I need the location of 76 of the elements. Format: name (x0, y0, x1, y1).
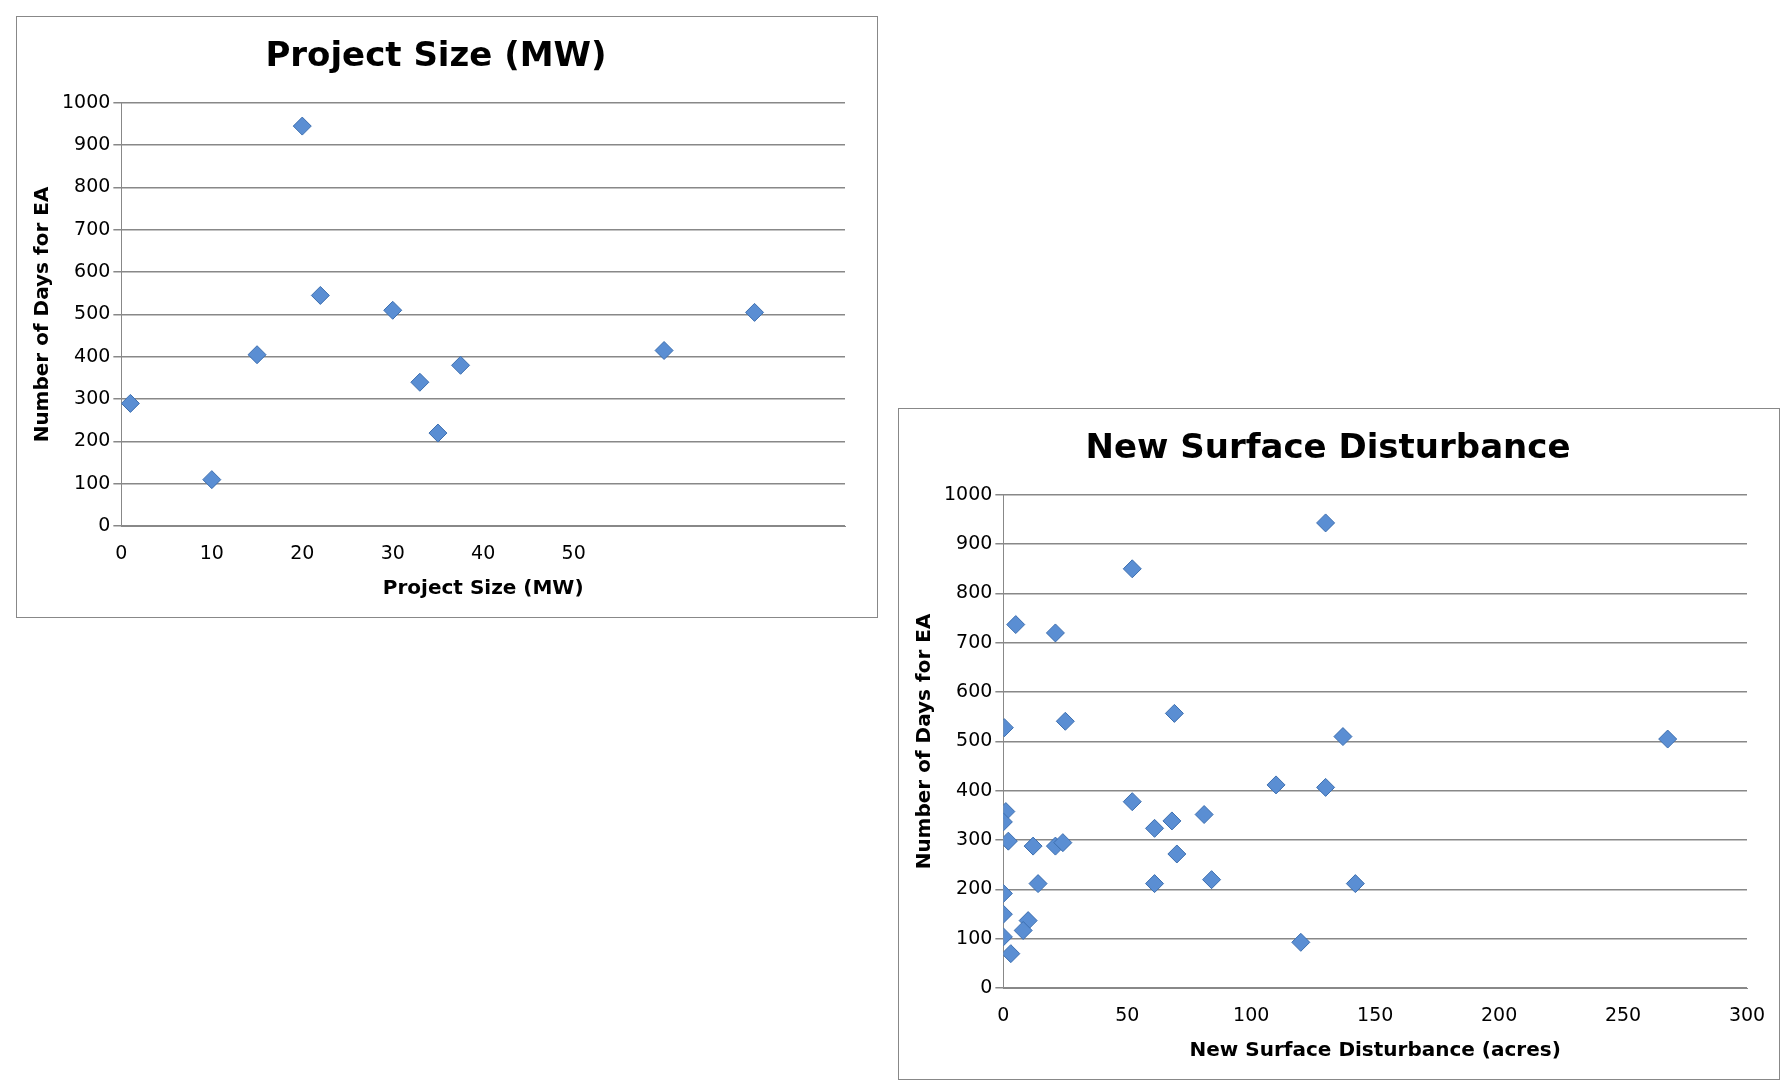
x-axis-title: New Surface Disturbance (acres) (1189, 1037, 1561, 1062)
y-axis-title: Number of Days for EA (911, 613, 936, 870)
chart-title: Project Size (MW) (265, 34, 607, 75)
x-tick-label: 0 (115, 540, 128, 563)
point (654, 340, 674, 360)
point (451, 355, 471, 375)
y-tick-label: 1000 (61, 89, 111, 112)
point (745, 302, 765, 322)
x-tick-label: 50 (561, 540, 586, 563)
y-tick-label: 400 (956, 777, 993, 800)
x-tick-label: 100 (1233, 1002, 1270, 1025)
y-tick-label: 900 (74, 132, 111, 155)
x-tick-label: 20 (290, 540, 315, 563)
point (1122, 559, 1142, 579)
y-tick-label: 0 (980, 975, 993, 998)
point (202, 470, 222, 490)
point (1291, 932, 1311, 952)
point (247, 345, 267, 365)
point (1055, 711, 1075, 731)
point (1316, 777, 1336, 797)
y-tick-label: 300 (956, 827, 993, 850)
x-tick-label: 200 (1480, 1002, 1518, 1025)
y-tick-label: 700 (956, 629, 993, 652)
point (1003, 944, 1021, 964)
y-tick-label: 100 (74, 470, 111, 493)
point (1162, 811, 1182, 831)
point (1122, 792, 1142, 812)
y-tick-label: 1000 (943, 481, 993, 504)
x-tick-label: 0 (997, 1002, 1010, 1025)
point (383, 300, 403, 320)
y-tick-label: 300 (74, 386, 111, 409)
x-tick-label: 150 (1357, 1002, 1394, 1025)
point (1658, 729, 1678, 749)
x-tick-label: 250 (1604, 1002, 1642, 1025)
x-tick-label: 300 (1728, 1002, 1766, 1025)
chart-title: New Surface Disturbance (1085, 426, 1571, 467)
y-tick-label: 0 (98, 513, 111, 536)
point (121, 393, 140, 413)
y-tick-label: 400 (74, 343, 111, 366)
point (1145, 874, 1165, 894)
point (1028, 874, 1048, 894)
point (292, 116, 312, 136)
point (1006, 615, 1026, 635)
point (1167, 844, 1187, 864)
y-axis-title: Number of Days for EA (29, 186, 54, 443)
point (1013, 920, 1033, 940)
y-tick-label: 200 (956, 876, 993, 899)
point (1345, 874, 1365, 894)
y-tick-label: 800 (74, 174, 111, 197)
point (1202, 870, 1222, 890)
point (410, 372, 430, 392)
x-axis-title: Project Size (MW) (382, 575, 584, 600)
x-tick-label: 40 (471, 540, 496, 563)
point (1045, 623, 1065, 643)
point (1023, 836, 1043, 856)
x-tick-label: 30 (380, 540, 405, 563)
y-tick-label: 800 (956, 580, 993, 603)
point (428, 423, 448, 443)
y-tick-label: 500 (956, 728, 993, 751)
x-tick-label: 50 (1115, 1002, 1140, 1025)
point (1316, 513, 1336, 533)
y-tick-label: 100 (956, 925, 993, 948)
x-tick-label: 10 (199, 540, 224, 563)
y-tick-label: 600 (74, 259, 111, 282)
point (1333, 727, 1353, 747)
y-tick-label: 900 (956, 531, 993, 554)
y-tick-label: 200 (74, 428, 111, 451)
y-tick-label: 600 (956, 679, 993, 702)
point (1053, 833, 1073, 853)
point (1194, 805, 1214, 825)
point (1164, 703, 1184, 723)
point (1266, 775, 1286, 795)
point (1145, 818, 1165, 838)
point (310, 285, 330, 305)
y-tick-label: 700 (74, 216, 111, 239)
y-tick-label: 500 (74, 301, 111, 324)
